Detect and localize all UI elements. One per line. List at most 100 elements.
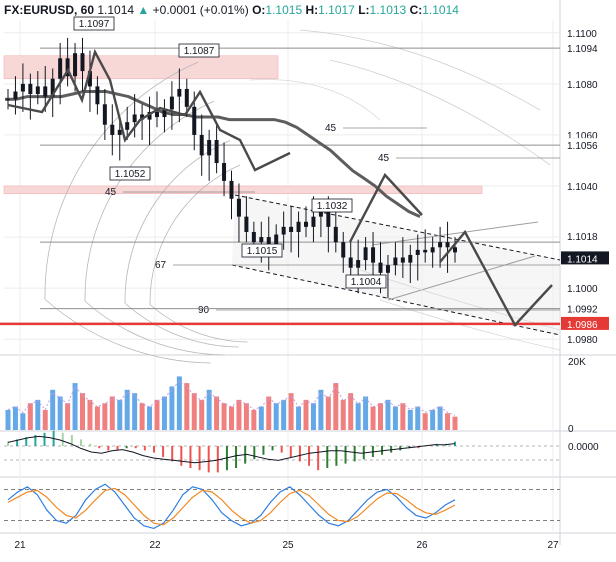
time-tick-label: 27 (547, 540, 559, 551)
candle[interactable] (244, 196, 249, 243)
fib-arc-upper (249, 79, 381, 121)
candle-body (80, 53, 85, 72)
candle[interactable] (28, 73, 33, 120)
volume-bar (214, 396, 220, 430)
axis-price-tag (561, 316, 609, 330)
candle[interactable] (453, 237, 457, 263)
candle-body (155, 111, 159, 118)
candle[interactable] (266, 216, 271, 271)
candle[interactable] (147, 96, 152, 146)
candle-body (102, 104, 107, 125)
candle-body (318, 211, 323, 217)
candle[interactable] (125, 106, 130, 141)
fib-arc (84, 100, 225, 356)
volume-bar (206, 389, 212, 430)
volume-bar (132, 393, 138, 430)
candle[interactable] (214, 124, 219, 174)
candle[interactable] (140, 104, 145, 141)
volume-bar (445, 413, 451, 430)
fib-arc (149, 164, 248, 343)
candle[interactable] (408, 244, 413, 284)
candle[interactable] (423, 229, 428, 263)
candle[interactable] (296, 211, 301, 258)
candle[interactable] (35, 71, 40, 105)
candle[interactable] (65, 37, 70, 87)
time-tick-label: 26 (416, 540, 428, 551)
candle[interactable] (207, 129, 212, 181)
candle[interactable] (43, 65, 48, 112)
close-value: 1.1014 (422, 3, 459, 17)
price-tick-label: 1.0980 (567, 335, 598, 346)
high-value: 1.1017 (318, 3, 355, 17)
candle-body (65, 58, 70, 77)
candle-body (400, 257, 405, 263)
candle[interactable] (333, 206, 338, 253)
candle-body (333, 226, 338, 243)
volume-bar (430, 409, 436, 430)
volume-bar (318, 389, 324, 430)
candle-body (266, 237, 271, 245)
candle[interactable] (236, 183, 241, 243)
wedge-top-line (371, 221, 539, 246)
candle[interactable] (162, 99, 167, 133)
candle[interactable] (363, 237, 368, 271)
candle[interactable] (13, 76, 18, 115)
fib-arc-lower (379, 299, 561, 351)
candle[interactable] (229, 170, 234, 220)
candle[interactable] (415, 234, 420, 281)
axis-price-tag (561, 301, 609, 315)
candle[interactable] (289, 206, 294, 253)
candle[interactable] (117, 119, 122, 161)
candle-body (95, 86, 100, 105)
candle[interactable] (341, 231, 346, 273)
candle[interactable] (132, 94, 137, 138)
candle-body (28, 83, 33, 95)
candle-body (363, 247, 368, 261)
candle-body (229, 180, 234, 199)
candle[interactable] (80, 37, 85, 92)
volume-bar (102, 403, 108, 430)
candle-body (385, 265, 390, 273)
volume-bar (94, 406, 100, 430)
candle[interactable] (169, 81, 174, 130)
candle-body (408, 254, 413, 263)
candle-body (199, 134, 204, 156)
candle[interactable] (95, 76, 100, 115)
volume-bar (57, 396, 63, 430)
candle[interactable] (110, 104, 115, 156)
candle-body (87, 71, 92, 87)
candle[interactable] (102, 88, 107, 141)
axis-price-tag (561, 251, 609, 265)
candle[interactable] (445, 221, 450, 273)
axis-price-label: 1.1014 (567, 254, 598, 265)
candle[interactable] (20, 63, 25, 112)
candle[interactable] (385, 254, 390, 299)
candle-body (438, 242, 443, 248)
volume-bar (236, 399, 242, 430)
axis-price-label: 1.0992 (567, 305, 598, 316)
candle-body (192, 106, 197, 135)
candle-body (423, 249, 428, 253)
candle[interactable] (199, 114, 204, 176)
candle[interactable] (58, 42, 63, 105)
candle-body (430, 247, 435, 253)
volume-bar (80, 393, 85, 430)
axis-price-tag (561, 41, 609, 55)
volume-bar (385, 399, 391, 430)
candle-body (117, 129, 122, 135)
candle[interactable] (222, 142, 227, 197)
price-tick-label: 1.1100 (567, 29, 597, 40)
candle[interactable] (400, 237, 405, 278)
wedge-bottom-line (387, 255, 536, 301)
candle[interactable] (393, 242, 398, 276)
candle[interactable] (304, 206, 308, 238)
candle[interactable] (87, 50, 92, 112)
projection-line (439, 229, 553, 328)
symbol-name[interactable]: FX:EURUSD, 60 (4, 3, 95, 17)
candle[interactable] (281, 211, 286, 250)
up-arrow-icon: ▲ (137, 3, 150, 17)
axis-price-label: 1.1056 (567, 141, 598, 152)
candle[interactable] (430, 237, 435, 268)
candle[interactable] (371, 231, 376, 278)
